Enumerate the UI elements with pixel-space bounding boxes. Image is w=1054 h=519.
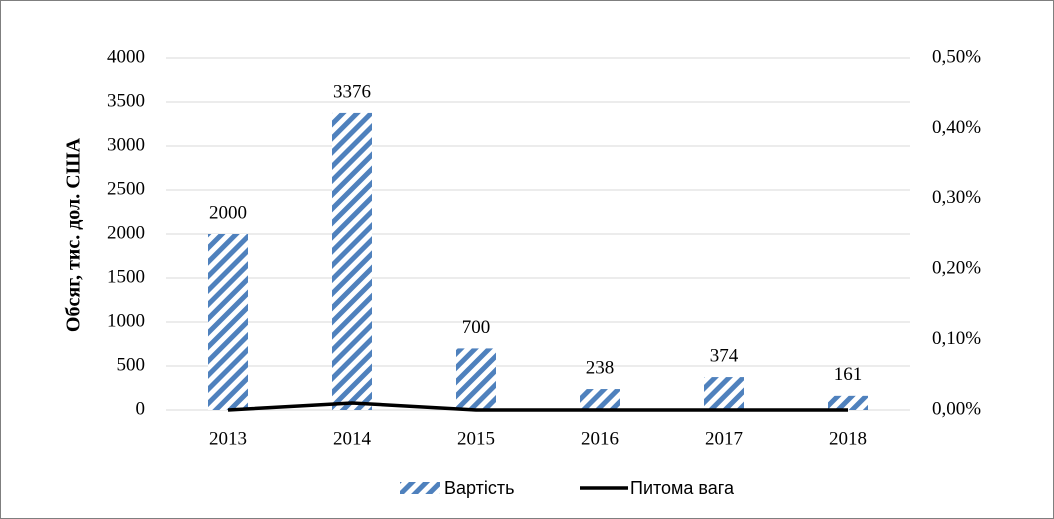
bar: [332, 112, 372, 411]
y-tick-label: 0: [136, 398, 146, 419]
y2-tick-label: 0,50%: [932, 46, 981, 67]
y-tick-label: 1500: [107, 266, 145, 287]
data-label: 238: [586, 357, 615, 378]
legend-label: Питома вага: [630, 478, 735, 498]
y-tick-label: 3500: [107, 90, 145, 111]
y-tick-label: 3000: [107, 134, 145, 155]
y-tick-label: 1000: [107, 310, 145, 331]
data-label: 3376: [333, 81, 371, 102]
bar: [580, 389, 620, 410]
y2-tick-label: 0,20%: [932, 258, 981, 279]
y-axis-title: Обсяг, тис. дол. США: [63, 137, 85, 332]
bar: [828, 395, 868, 410]
y2-tick-label: 0,40%: [932, 117, 981, 138]
x-tick-label: 2016: [581, 428, 619, 449]
y-tick-label: 2500: [107, 178, 145, 199]
bar: [704, 377, 744, 410]
y-tick-label: 500: [117, 354, 146, 375]
data-label: 2000: [209, 202, 247, 223]
data-label: 161: [834, 364, 863, 385]
y2-tick-label: 0,00%: [932, 398, 981, 419]
data-label: 374: [710, 345, 739, 366]
y-tick-label: 4000: [107, 46, 145, 67]
line: [227, 401, 848, 412]
data-label: 700: [462, 317, 491, 338]
bar: [208, 234, 248, 410]
y-tick-label: 2000: [107, 222, 145, 243]
legend-label: Вартість: [444, 478, 515, 498]
y2-tick-label: 0,10%: [932, 328, 981, 349]
legend-swatch: [400, 482, 440, 494]
x-tick-label: 2014: [333, 428, 372, 449]
y2-tick-label: 0,30%: [932, 187, 981, 208]
bar: [456, 348, 496, 410]
x-tick-label: 2018: [829, 428, 867, 449]
x-tick-label: 2017: [705, 428, 743, 449]
x-tick-label: 2013: [209, 428, 247, 449]
x-tick-label: 2015: [457, 428, 495, 449]
